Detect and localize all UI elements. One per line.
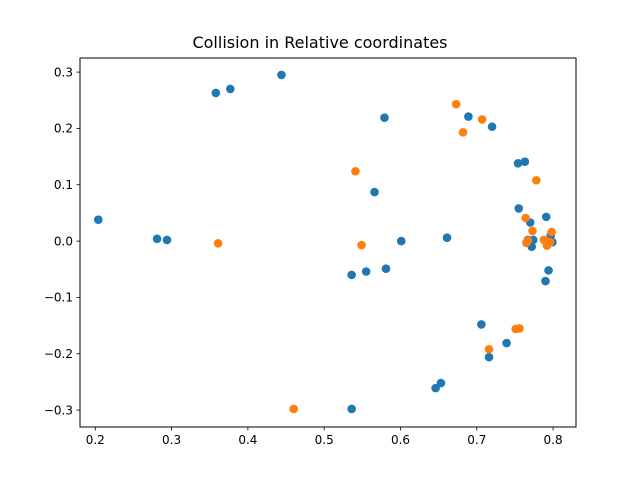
series-1-point xyxy=(513,159,523,168)
points-layer xyxy=(94,70,557,414)
series-1-point xyxy=(94,215,103,224)
series-2-point xyxy=(545,237,555,247)
series-1-point xyxy=(347,270,356,280)
series-1-point xyxy=(277,70,286,80)
series-1-point xyxy=(361,267,371,276)
series-1-point xyxy=(502,338,511,348)
series-2-point xyxy=(528,226,537,236)
series-1-point xyxy=(514,204,524,213)
series-2-point xyxy=(484,344,494,354)
series-1-point xyxy=(442,233,452,243)
series-2-point xyxy=(451,99,461,109)
series-2-point xyxy=(547,227,556,237)
series-1-point xyxy=(431,383,440,393)
x-tick-label: 0.3 xyxy=(162,433,181,447)
series-2-point xyxy=(532,175,541,185)
series-1-point xyxy=(380,113,389,123)
series-1-point xyxy=(541,212,551,222)
axes-frame xyxy=(79,57,577,428)
x-tick-label: 0.6 xyxy=(391,433,410,447)
x-tick-label: 0.2 xyxy=(86,433,105,447)
y-tick-label: 0.3 xyxy=(54,65,73,79)
y-axis: −0.3 −0.2 −0.1 0.0 0.1 0.2 0.3 xyxy=(44,65,80,417)
y-tick-label: −0.2 xyxy=(44,347,73,361)
series-1-point xyxy=(464,112,473,121)
x-axis: 0.2 0.3 0.4 0.5 0.6 0.7 0.8 xyxy=(86,427,563,447)
series-1-point xyxy=(484,352,494,362)
series-2-point xyxy=(515,324,524,333)
series-1-point xyxy=(370,187,379,197)
series-1-point xyxy=(477,320,486,329)
x-tick-label: 0.8 xyxy=(544,433,563,447)
series-1-point xyxy=(544,266,553,275)
series-2-point xyxy=(523,236,533,245)
series-1-point xyxy=(436,378,446,388)
series-2-point xyxy=(351,166,360,176)
series-2-point xyxy=(521,213,530,223)
series-2-point xyxy=(357,240,366,250)
series-2-point xyxy=(213,239,223,248)
x-tick-label: 0.5 xyxy=(315,433,334,447)
series-1-point xyxy=(381,264,391,274)
series-1-point xyxy=(541,276,550,286)
series-2-point xyxy=(477,115,487,124)
chart-title: Collision in Relative coordinates xyxy=(192,33,448,52)
y-tick-label: −0.1 xyxy=(44,291,73,305)
series-1-point xyxy=(226,84,235,94)
series-1-point xyxy=(152,234,162,244)
x-tick-label: 0.7 xyxy=(467,433,486,447)
series-1-point xyxy=(211,88,221,98)
y-tick-label: 0.2 xyxy=(54,122,73,136)
series-1-point xyxy=(347,404,356,414)
y-tick-label: 0.0 xyxy=(54,234,73,248)
y-tick-label: 0.1 xyxy=(54,178,73,192)
series-1-point xyxy=(487,122,497,132)
series-2-point xyxy=(289,404,298,414)
series-1-point xyxy=(396,236,406,246)
x-tick-label: 0.4 xyxy=(238,433,257,447)
series-1-point xyxy=(162,235,172,245)
series-2-point xyxy=(458,128,468,137)
y-tick-label: −0.3 xyxy=(44,403,73,417)
series-1-point xyxy=(520,157,530,166)
